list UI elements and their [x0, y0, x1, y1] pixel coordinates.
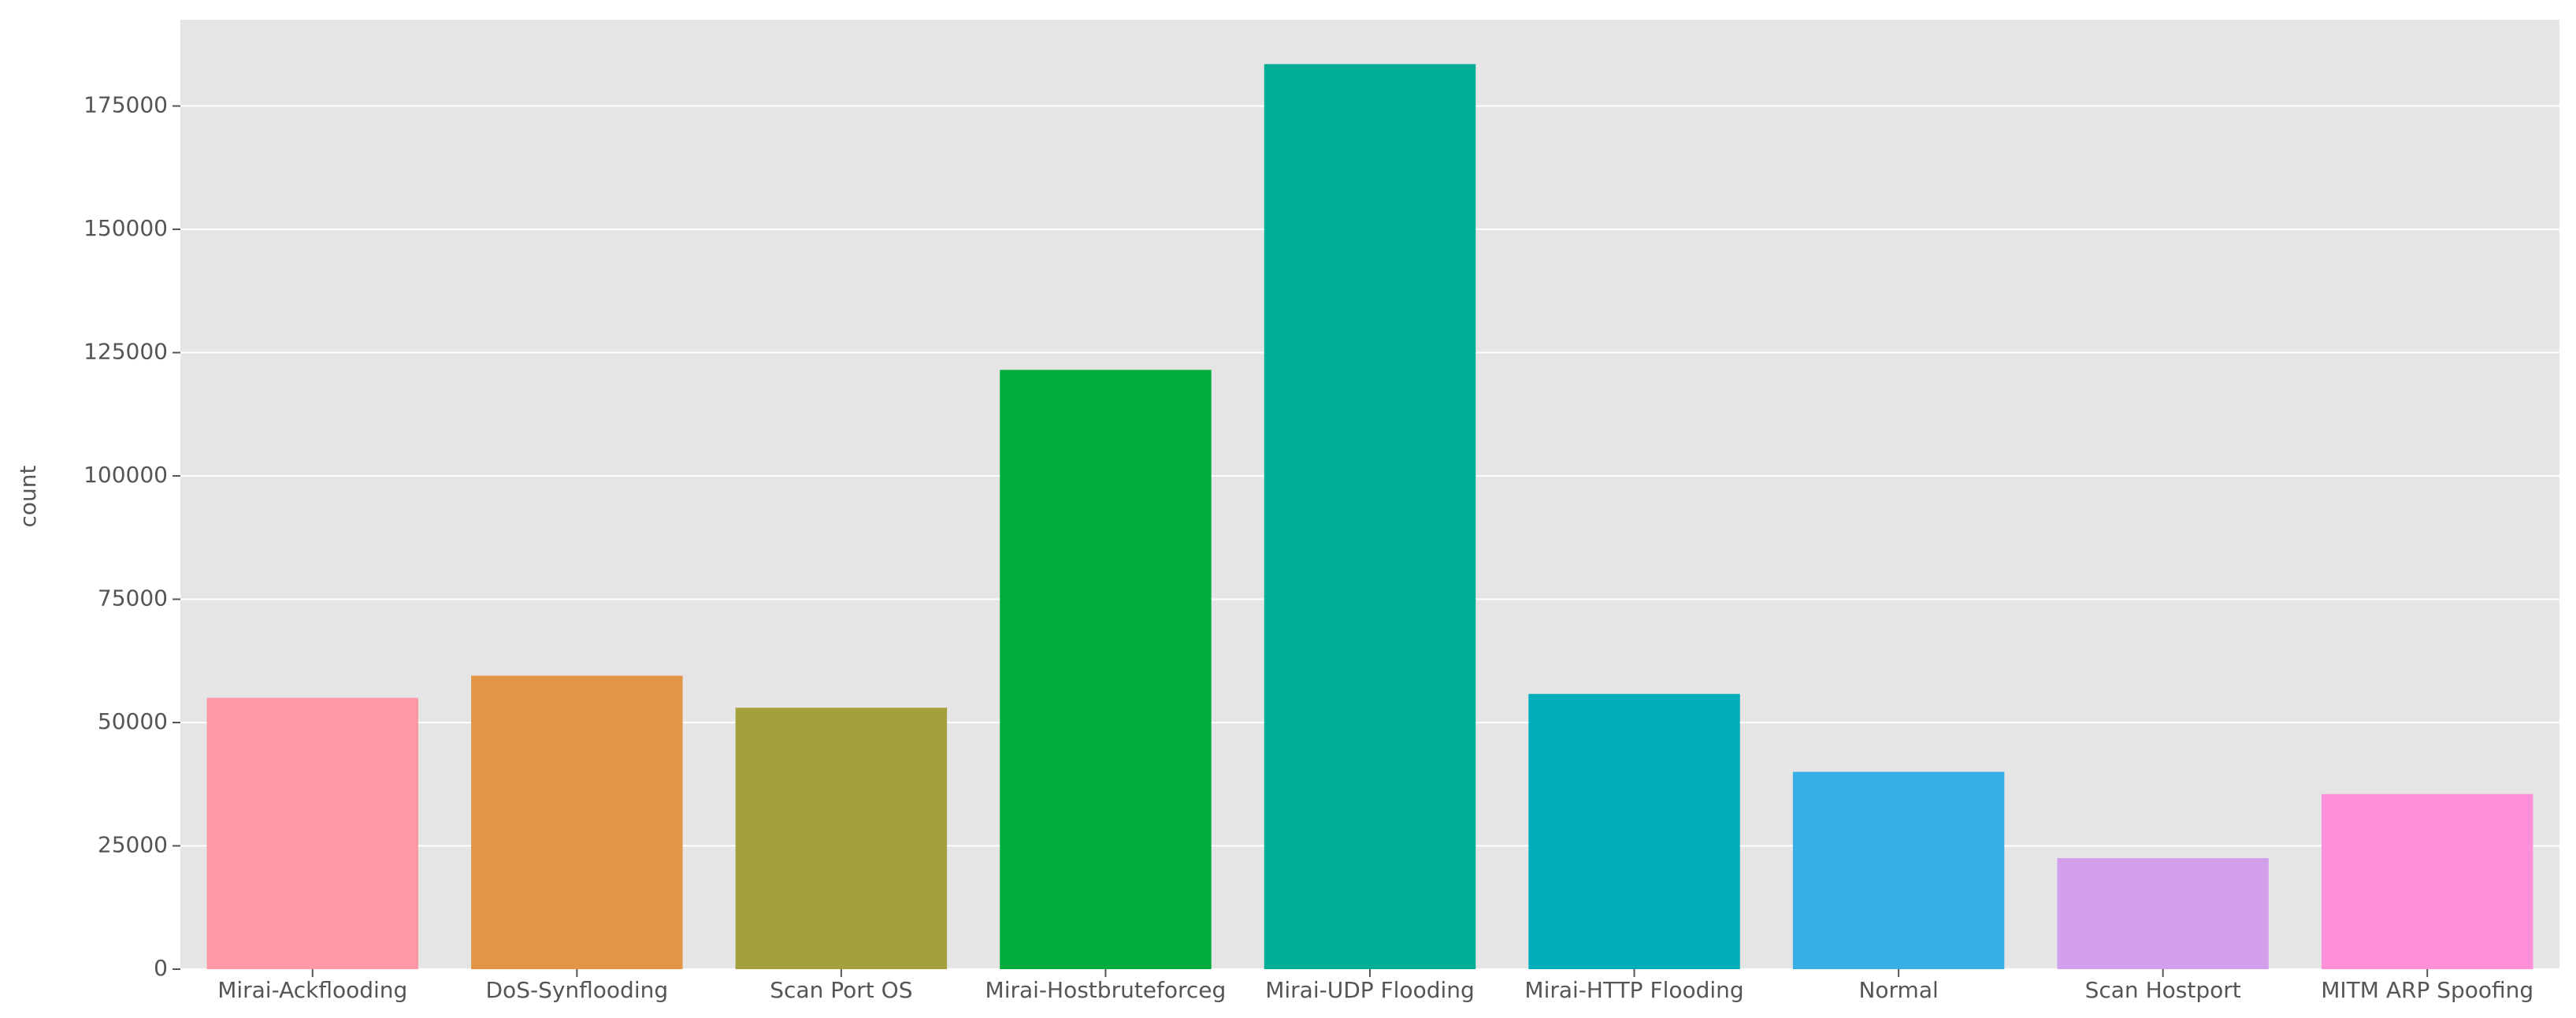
y-tick-label: 125000	[84, 339, 168, 365]
x-tick-label: Normal	[1858, 977, 1938, 1003]
bar	[2322, 793, 2533, 969]
x-tick-label: Mirai-Hostbruteforceg	[985, 977, 1227, 1003]
y-tick-label: 25000	[98, 832, 168, 858]
bar	[471, 675, 683, 969]
y-tick-label: 175000	[84, 92, 168, 118]
x-tick-label: MITM ARP Spoofing	[2321, 977, 2533, 1003]
y-tick-label: 100000	[84, 462, 168, 488]
y-tick-label: 50000	[98, 708, 168, 734]
y-tick-label: 150000	[84, 215, 168, 241]
x-tick-label: Scan Hostport	[2085, 977, 2241, 1003]
y-axis-label: count	[15, 465, 41, 527]
bar	[206, 697, 418, 969]
bar	[2057, 858, 2269, 969]
bar	[735, 708, 948, 969]
y-tick-label: 0	[154, 955, 168, 981]
x-tick-label: Scan Port OS	[770, 977, 912, 1003]
x-tick-label: Mirai-UDP Flooding	[1265, 977, 1475, 1003]
bar	[1000, 370, 1212, 970]
bar	[1528, 693, 1740, 969]
x-tick-label: DoS-Synflooding	[486, 977, 669, 1003]
bar	[1264, 64, 1476, 970]
bar	[1792, 771, 2005, 969]
x-tick-label: Mirai-HTTP Flooding	[1524, 977, 1743, 1003]
x-tick-label: Mirai-Ackflooding	[217, 977, 407, 1003]
y-tick-label: 75000	[98, 585, 168, 611]
